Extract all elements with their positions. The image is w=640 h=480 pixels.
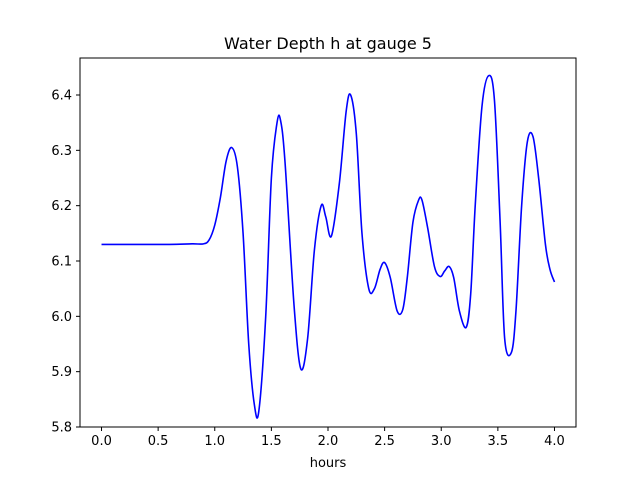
y-tick-label: 6.0 <box>51 310 72 325</box>
plot-area <box>79 57 577 428</box>
y-tick-label: 6.4 <box>51 89 72 104</box>
x-axis-label: hours <box>310 456 347 471</box>
x-tick-label: 0.0 <box>91 434 112 449</box>
x-tick-label: 4.0 <box>544 434 565 449</box>
chart-title: Water Depth h at gauge 5 <box>224 34 432 53</box>
series-line-0 <box>101 74 556 419</box>
x-tick-label: 2.5 <box>374 434 395 449</box>
y-tick-label: 5.8 <box>51 421 72 436</box>
y-tick-label: 5.9 <box>51 365 72 380</box>
x-axis: 0.0 0.5 1.0 1.5 2.0 2.5 3.0 3.5 4.0 <box>91 427 565 449</box>
x-tick-label: 2.0 <box>318 434 339 449</box>
y-axis: 5.8 5.9 6.0 6.1 6.2 6.3 6.4 <box>51 89 80 436</box>
x-tick-label: 1.0 <box>204 434 225 449</box>
y-tick-label: 6.3 <box>51 144 72 159</box>
x-tick-label: 3.0 <box>431 434 452 449</box>
x-tick-label: 0.5 <box>148 434 169 449</box>
x-tick-label: 3.5 <box>488 434 509 449</box>
x-tick-label: 1.5 <box>261 434 282 449</box>
y-tick-label: 6.1 <box>51 255 72 270</box>
y-tick-label: 6.2 <box>51 199 72 214</box>
